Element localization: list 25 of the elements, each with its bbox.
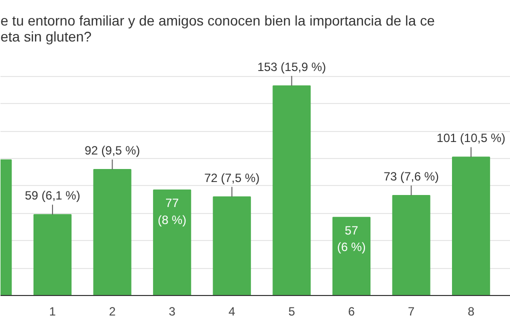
bar [212, 196, 251, 296]
data-label: 77 (8 %) [158, 196, 186, 227]
bar [153, 190, 192, 296]
data-label: 101 (10,5 %) [436, 131, 506, 146]
data-label: 73 (7,6 %) [384, 170, 439, 184]
bar [33, 214, 72, 296]
x-tick-label: 6 [348, 304, 356, 318]
bar [452, 156, 490, 296]
bar [93, 168, 132, 296]
x-tick-label: 5 [288, 304, 296, 318]
bar [272, 85, 311, 296]
data-label: 59 (6,1 %) [24, 188, 80, 203]
x-tick-label: 7 [408, 304, 415, 318]
chart-title: e tu entorno familiar y de amigos conocen bien la importancia de la ce eta sin gluten? [0, 12, 435, 44]
data-label: 57 (6 %) [337, 223, 366, 254]
data-label: 92 (9,5 %) [84, 143, 140, 158]
bar [332, 216, 370, 296]
x-tick-label: 1 [49, 304, 56, 318]
x-tick-label: 4 [228, 304, 236, 318]
bar [392, 195, 430, 296]
x-tick-label: 3 [168, 304, 176, 318]
data-label: 72 (7,5 %) [204, 170, 260, 185]
x-tick-label: 8 [468, 304, 475, 318]
x-tick-label: 2 [108, 304, 116, 318]
data-label: 153 (15,9 %) [257, 60, 326, 74]
